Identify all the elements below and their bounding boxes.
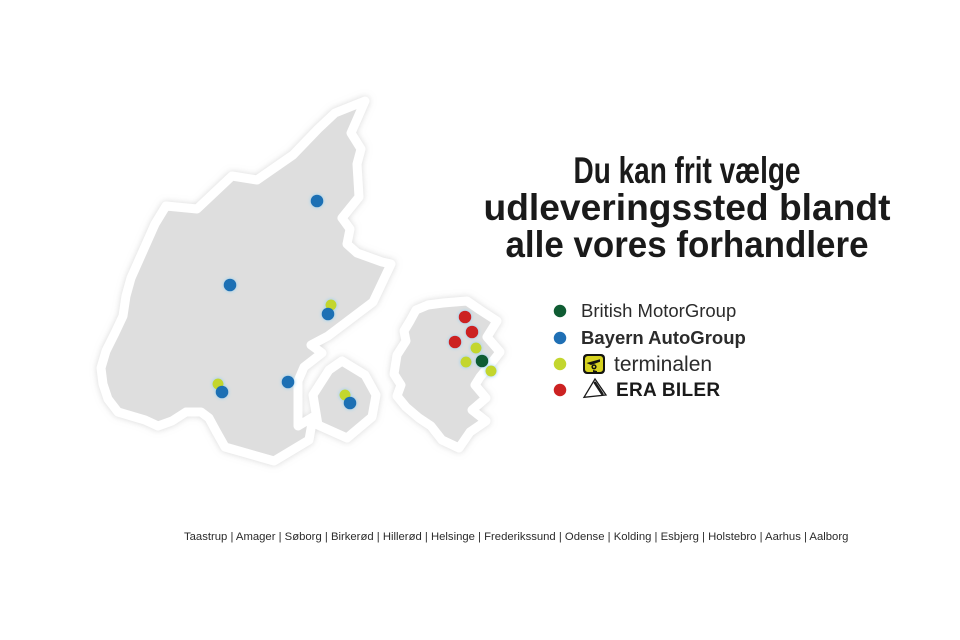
svg-text:alle vores forhandlere: alle vores forhandlere xyxy=(506,224,869,265)
svg-text:terminalen: terminalen xyxy=(614,353,712,376)
svg-text:Du kan frit vælge: Du kan frit vælge xyxy=(574,150,801,191)
svg-text:ERA BILER: ERA BILER xyxy=(616,380,720,401)
svg-text:udleveringssted blandt: udleveringssted blandt xyxy=(484,187,891,228)
svg-text:British MotorGroup: British MotorGroup xyxy=(581,300,736,321)
svg-text:Bayern AutoGroup: Bayern AutoGroup xyxy=(581,327,746,348)
svg-text:Taastrup | Amager | Søborg | B: Taastrup | Amager | Søborg | Birkerød | … xyxy=(184,531,848,543)
